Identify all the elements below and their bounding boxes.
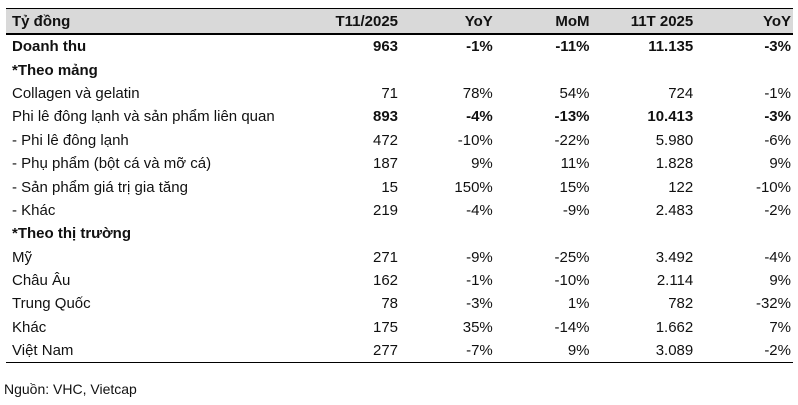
- yoy-11t-value: -32%: [755, 295, 791, 313]
- 11t-value: 3.089: [655, 342, 694, 360]
- table-row: Doanh thu 963 -1% -11% 11.135 -3%: [6, 35, 793, 58]
- table-row: - Phụ phẩm (bột cá và mỡ cá) 187 9% 11% 1.82…: [6, 152, 793, 175]
- row-label: Khác: [12, 318, 47, 336]
- yoy-11t-value: -3%: [764, 108, 791, 126]
- header-yoy-11t: YoY: [762, 12, 791, 30]
- yoy-value: -1%: [466, 38, 493, 56]
- table-row: *Theo thị trường: [6, 222, 793, 245]
- yoy-11t-value: -6%: [764, 131, 791, 149]
- mom-value: 54%: [559, 84, 590, 102]
- t11-value: 71: [381, 84, 399, 102]
- row-label: Collagen và gelatin: [12, 84, 140, 102]
- yoy-11t-value: -2%: [764, 342, 791, 360]
- 11t-value: 10.413: [647, 108, 694, 126]
- mom-value: 9%: [567, 342, 590, 360]
- table-row: - Phi lê đông lạnh 472 -10% -22% 5.980 -6%: [6, 129, 793, 152]
- yoy-value: -4%: [466, 201, 493, 219]
- t11-value: 963: [372, 38, 399, 56]
- yoy-value: 35%: [462, 318, 493, 336]
- table-row: Trung Quốc 78 -3% 1% 782 -32%: [6, 292, 793, 315]
- table-row: Mỹ 271 -9% -25% 3.492 -4%: [6, 246, 793, 269]
- mom-value: -14%: [554, 318, 590, 336]
- t11-value: 187: [372, 155, 399, 173]
- yoy-11t-value: 9%: [769, 155, 791, 173]
- table-row: *Theo mảng: [6, 58, 793, 81]
- yoy-11t-value: -1%: [764, 84, 791, 102]
- t11-value: 78: [381, 295, 399, 313]
- header-yoy: YoY: [464, 12, 493, 30]
- row-label: *Theo mảng: [12, 61, 98, 79]
- t11-value: 15: [381, 178, 399, 196]
- yoy-value: -4%: [466, 108, 493, 126]
- table-row: - Khác 219 -4% -9% 2.483 -2%: [6, 199, 793, 222]
- header-t11: T11/2025: [335, 12, 399, 30]
- yoy-11t-value: -2%: [764, 201, 791, 219]
- row-label: Châu Âu: [12, 272, 71, 290]
- header-11t: 11T 2025: [630, 12, 694, 30]
- t11-value: 219: [372, 201, 399, 219]
- table-row: Khác 175 35% -14% 1.662 7%: [6, 316, 793, 339]
- 11t-value: 782: [668, 295, 694, 313]
- 11t-value: 2.483: [655, 201, 694, 219]
- mom-value: -13%: [554, 108, 590, 126]
- mom-value: 11%: [560, 155, 590, 173]
- table-row: Việt Nam 277 -7% 9% 3.089 -2%: [6, 339, 793, 364]
- row-label: Doanh thu: [12, 38, 87, 56]
- t11-value: 893: [372, 108, 399, 126]
- 11t-value: 5.980: [655, 131, 694, 149]
- yoy-value: -7%: [466, 342, 493, 360]
- yoy-value: -3%: [466, 295, 493, 313]
- 11t-value: 11.135: [648, 38, 694, 56]
- row-label: - Khác: [12, 201, 56, 219]
- 11t-value: 1.662: [655, 318, 694, 336]
- table-row: Châu Âu 162 -1% -10% 2.114 9%: [6, 269, 793, 292]
- mom-value: -22%: [554, 131, 590, 149]
- header-mom: MoM: [555, 12, 590, 30]
- header-unit: Tỷ đồng: [12, 12, 71, 30]
- t11-value: 271: [372, 248, 399, 266]
- row-label: - Phi lê đông lạnh: [12, 131, 129, 149]
- yoy-value: -10%: [457, 131, 493, 149]
- row-label: *Theo thị trường: [12, 225, 132, 243]
- table-body: Doanh thu 963 -1% -11% 11.135 -3% *Theo mảng Co…: [6, 35, 793, 364]
- mom-value: 15%: [559, 178, 590, 196]
- yoy-value: -1%: [466, 272, 493, 290]
- row-label: - Phụ phẩm (bột cá và mỡ cá): [12, 155, 212, 173]
- 11t-value: 122: [668, 178, 694, 196]
- row-label: Phi lê đông lạnh và sản phẩm liên quan: [12, 108, 275, 126]
- row-label: Việt Nam: [12, 342, 74, 360]
- yoy-11t-value: 9%: [769, 272, 791, 290]
- mom-value: -11%: [555, 38, 590, 56]
- yoy-11t-value: -3%: [764, 38, 791, 56]
- 11t-value: 724: [668, 84, 694, 102]
- t11-value: 472: [372, 131, 399, 149]
- row-label: Trung Quốc: [12, 295, 91, 313]
- table-header: Tỷ đồng T11/2025 YoY MoM 11T 2025 YoY: [6, 8, 793, 35]
- row-label: - Sản phẩm giá trị gia tăng: [12, 178, 188, 196]
- t11-value: 277: [372, 342, 399, 360]
- yoy-11t-value: -10%: [755, 178, 791, 196]
- table-row: Collagen và gelatin 71 78% 54% 724 -1%: [6, 82, 793, 105]
- yoy-value: 78%: [462, 84, 493, 102]
- mom-value: -10%: [554, 272, 590, 290]
- t11-value: 162: [372, 272, 399, 290]
- mom-value: 1%: [567, 295, 590, 313]
- 11t-value: 3.492: [655, 248, 694, 266]
- yoy-value: 9%: [471, 155, 493, 173]
- yoy-value: -9%: [466, 248, 493, 266]
- 11t-value: 1.828: [655, 155, 694, 173]
- table-row: Phi lê đông lạnh và sản phẩm liên quan 89…: [6, 105, 793, 128]
- revenue-table: Tỷ đồng T11/2025 YoY MoM 11T 2025 YoY Do…: [6, 8, 793, 364]
- mom-value: -9%: [562, 201, 590, 219]
- yoy-11t-value: 7%: [769, 318, 791, 336]
- yoy-11t-value: -4%: [764, 248, 791, 266]
- 11t-value: 2.114: [656, 272, 694, 290]
- t11-value: 175: [372, 318, 399, 336]
- yoy-value: 150%: [454, 178, 493, 196]
- table-row: - Sản phẩm giá trị gia tăng 15 150% 15% 122 -…: [6, 175, 793, 198]
- source-note: Nguồn: VHC, Vietcap: [4, 381, 137, 397]
- mom-value: -25%: [554, 248, 590, 266]
- row-label: Mỹ: [12, 248, 32, 266]
